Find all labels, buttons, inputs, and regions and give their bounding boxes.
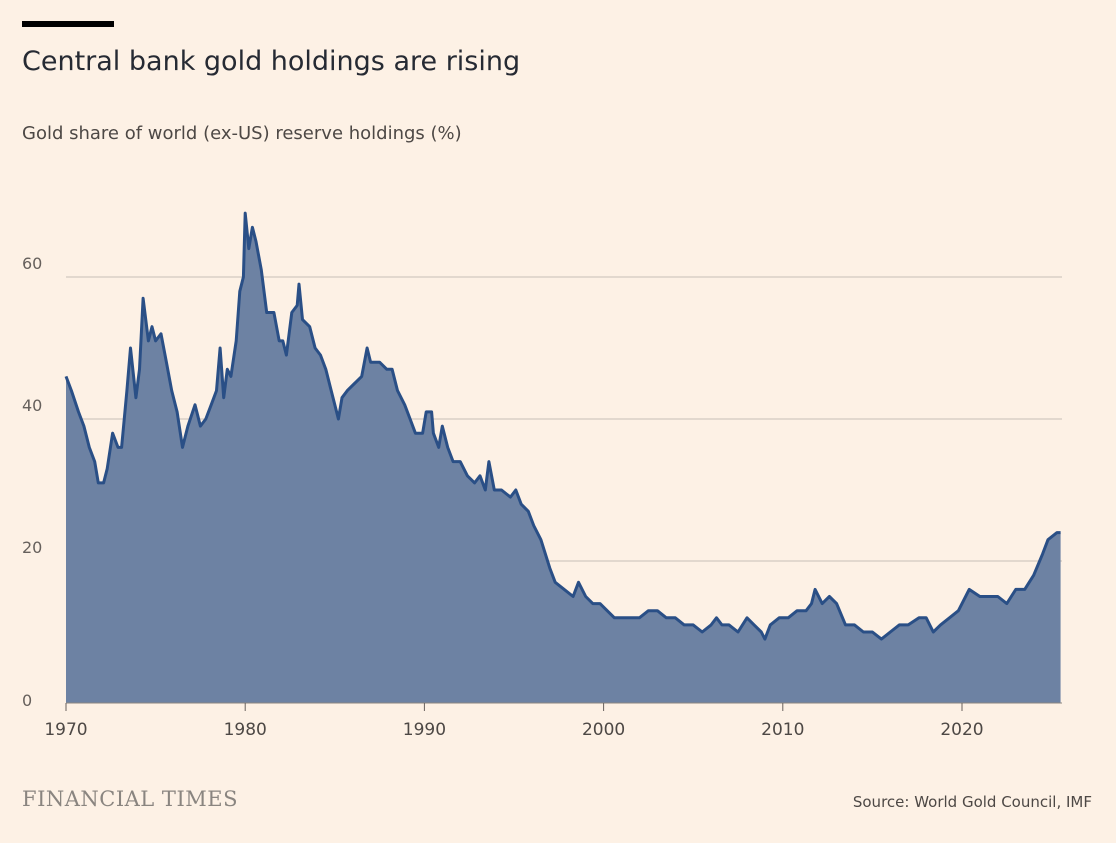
y-tick-label: 20 — [22, 538, 42, 557]
chart-title: Central bank gold holdings are rising — [22, 46, 521, 77]
x-tick-label: 1970 — [44, 720, 87, 740]
header-rule — [22, 21, 114, 27]
x-tick-label: 2000 — [582, 720, 625, 740]
chart-subtitle: Gold share of world (ex-US) reserve hold… — [22, 123, 462, 144]
x-tick-label: 1980 — [224, 720, 267, 740]
area-fill — [66, 213, 1061, 703]
y-tick-label: 0 — [22, 691, 32, 710]
x-tick-label: 1990 — [403, 720, 446, 740]
x-tick-label: 2020 — [940, 720, 983, 740]
x-tick-label: 2010 — [761, 720, 804, 740]
y-tick-label: 60 — [22, 254, 42, 273]
series-line — [64, 211, 1061, 641]
ft-logo: FINANCIAL TIMES — [22, 787, 238, 811]
y-tick-label: 40 — [22, 396, 42, 415]
source-note: Source: World Gold Council, IMF — [852, 793, 1092, 811]
